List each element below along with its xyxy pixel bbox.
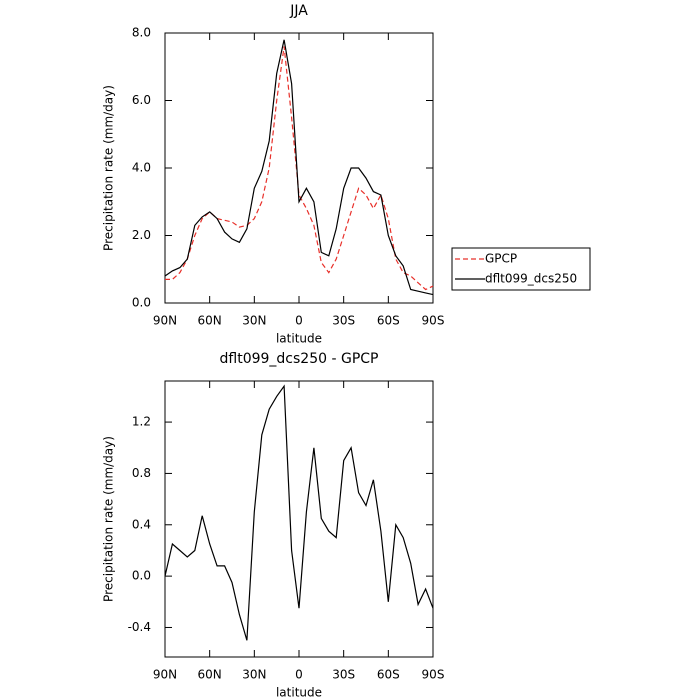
x-tick-label: 30N [242,314,266,328]
legend-label: GPCP [485,252,517,266]
y-axis-label: Precipitation rate (mm/day) [102,436,116,602]
legend-label: dflt099_dcs250 [485,272,577,286]
x-tick-label: 90N [153,314,177,328]
x-axis-label: latitude [276,686,322,700]
chart-title: JJA [289,3,308,19]
plot-frame [164,380,434,658]
x-tick-label: 60N [198,314,222,328]
x-tick-label: 90N [153,668,177,682]
y-tick-label: -0.4 [128,620,151,634]
x-tick-label: 60S [377,668,400,682]
y-tick-label: 0.8 [132,466,151,480]
y-tick-label: 6.0 [132,93,151,107]
y-tick-label: 2.0 [132,228,151,242]
x-axis-label: latitude [276,332,322,346]
legend-box [451,247,591,291]
x-tick-label: 30S [332,668,355,682]
x-tick-label: 30S [332,314,355,328]
x-tick-label: 30N [242,668,266,682]
x-tick-label: 90S [422,668,445,682]
plot-frame [164,32,434,304]
x-tick-label: 0 [295,668,303,682]
data-line [164,39,434,296]
x-tick-label: 60S [377,314,400,328]
y-tick-label: 1.2 [132,415,151,429]
y-tick-label: 0.0 [132,296,151,310]
x-tick-label: 60N [198,668,222,682]
y-axis-label: Precipitation rate (mm/day) [102,85,116,251]
data-line [165,46,434,291]
y-tick-label: 8.0 [132,26,151,40]
data-line [164,384,434,641]
chart-title: dflt099_dcs250 - GPCP [220,351,379,367]
y-tick-label: 0.4 [132,517,151,531]
x-tick-label: 90S [422,314,445,328]
y-tick-label: 0.0 [132,569,151,583]
x-tick-label: 0 [295,314,303,328]
y-tick-label: 4.0 [132,161,151,175]
